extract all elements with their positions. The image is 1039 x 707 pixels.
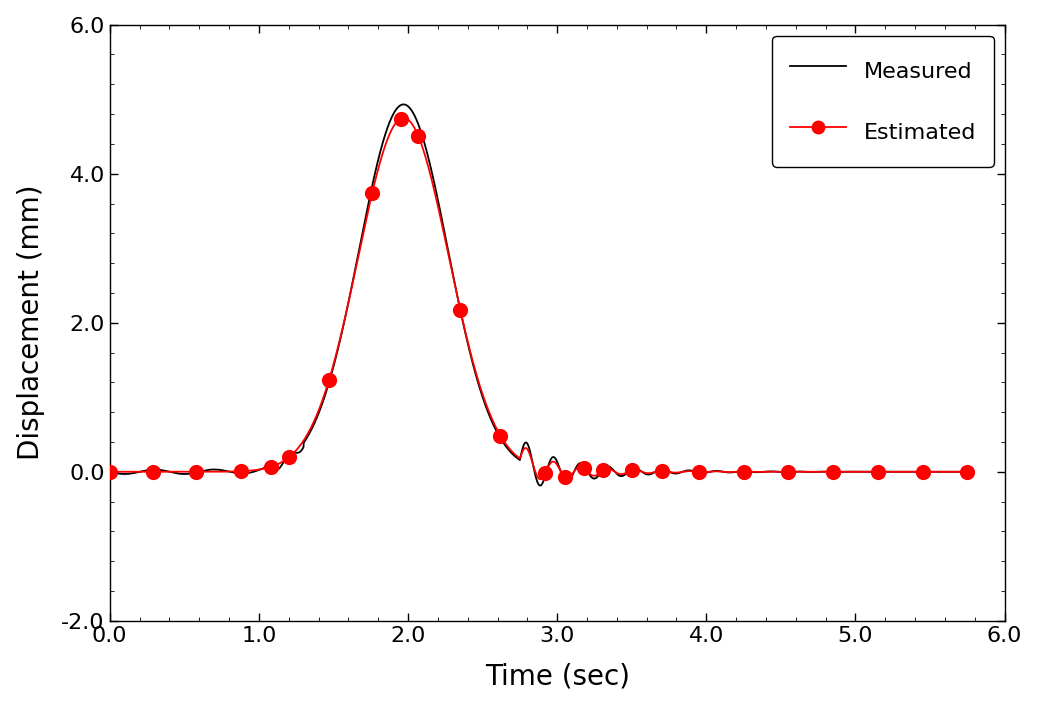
Measured [950,467,962,476]
Estimated [556,471,572,482]
X-axis label: Time (sec): Time (sec) [484,662,630,690]
Estimated [959,466,976,477]
Estimated [364,187,380,199]
Measured [252,466,265,474]
Y-axis label: Displacement (mm): Displacement (mm) [17,185,45,460]
Estimated [576,462,592,474]
Estimated [452,304,469,315]
Estimated [410,131,427,142]
Measured [434,209,447,217]
Measured [965,467,978,476]
Estimated [233,465,249,477]
Estimated [780,466,797,477]
Estimated [870,466,886,477]
Estimated [623,464,640,476]
Estimated [263,461,279,472]
Measured [104,467,116,476]
Estimated [144,466,161,477]
Estimated [102,466,118,477]
Estimated [691,467,708,478]
Measured [202,466,214,474]
Estimated [736,466,752,477]
Measured [856,467,869,476]
Estimated [188,466,205,477]
Line: Measured: Measured [110,105,971,486]
Measured [397,100,409,109]
Measured [534,481,547,490]
Estimated [281,452,297,463]
Estimated [595,464,612,476]
Estimated [393,113,409,124]
Estimated [321,375,338,386]
Measured [472,378,484,387]
Legend: Measured, Estimated: Measured, Estimated [772,36,993,167]
Estimated [492,430,509,441]
Estimated [537,467,554,479]
Estimated [654,465,670,477]
Estimated [914,466,931,477]
Estimated [825,466,842,477]
